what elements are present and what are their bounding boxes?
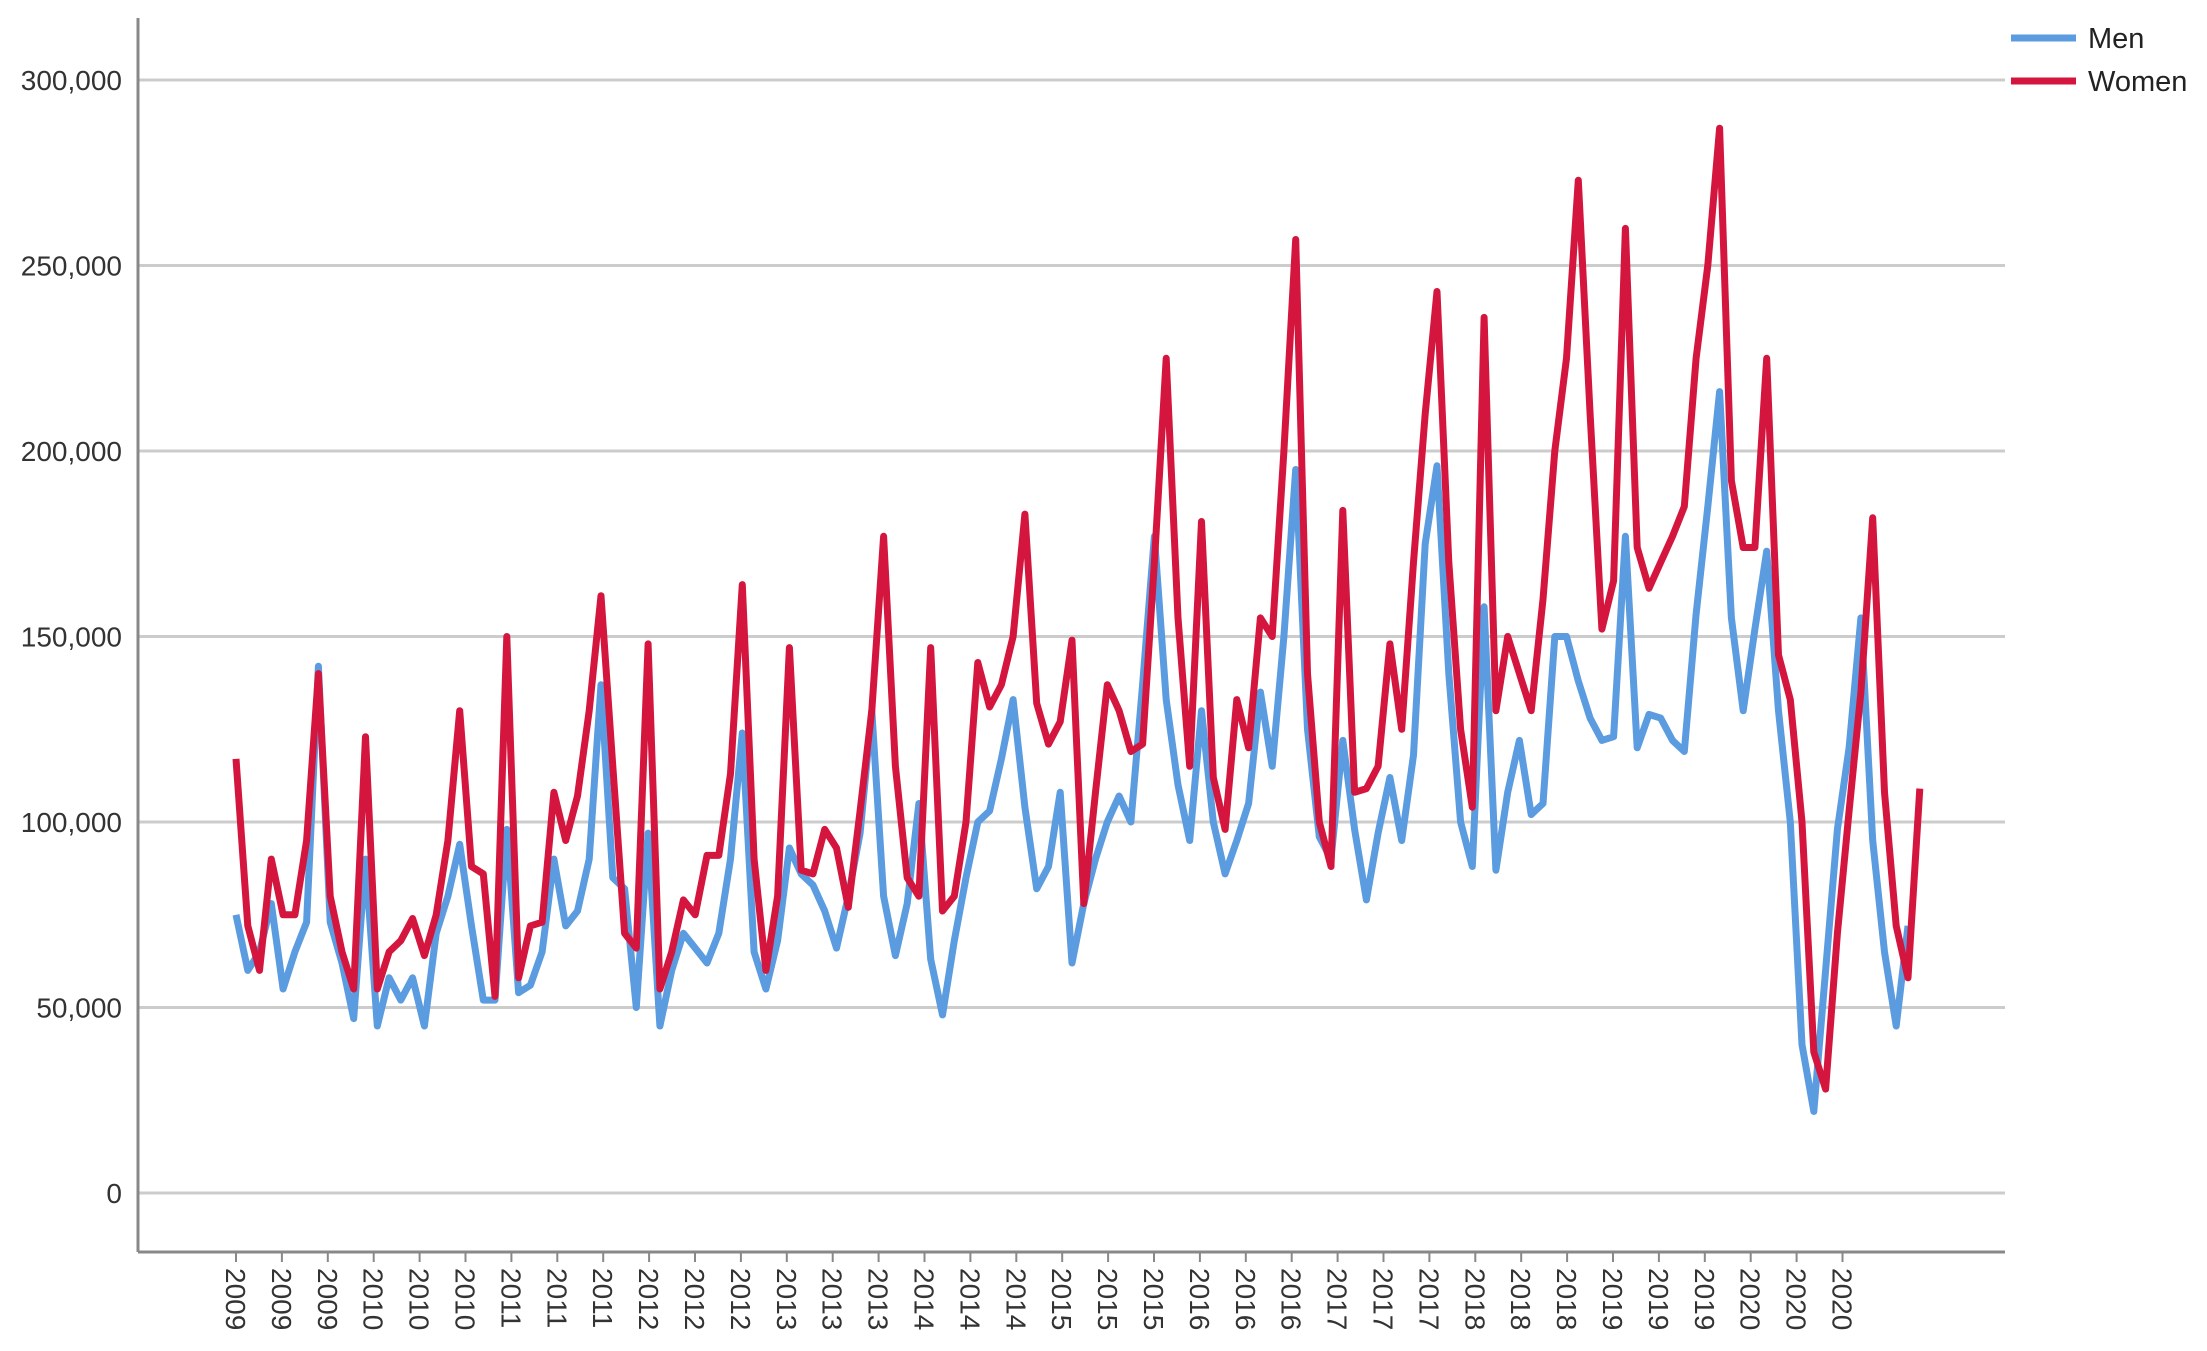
x-tick-label: 2016 (1276, 1268, 1307, 1330)
x-tick-label: 2018 (1551, 1268, 1582, 1330)
x-tick-label: 2014 (909, 1268, 940, 1330)
x-tick-label: 2016 (1230, 1268, 1261, 1330)
x-tick-label: 2012 (633, 1268, 664, 1330)
x-tick-label: 2019 (1689, 1268, 1720, 1330)
x-tick-label: 2016 (1184, 1268, 1215, 1330)
legend-item-men: Men (2011, 23, 2144, 55)
x-tick-label: 2017 (1368, 1268, 1399, 1330)
x-tick-label: 2018 (1459, 1268, 1490, 1330)
x-tick-label: 2009 (312, 1268, 343, 1330)
x-tick-label: 2012 (679, 1268, 710, 1330)
x-tick-label: 2019 (1597, 1268, 1628, 1330)
y-axis-tick-labels: 0 50,000 100,000 150,000 200,000 250,000 300,0… (21, 65, 122, 1209)
y-tick-label: 100,000 (21, 807, 122, 838)
series-line-men (232, 388, 1912, 1115)
x-tick-label: 2010 (450, 1268, 481, 1330)
x-tick-label: 2019 (1643, 1268, 1674, 1330)
y-tick-label: 0 (106, 1178, 122, 1209)
x-tick-label: 2014 (954, 1268, 985, 1330)
x-tick-label: 2020 (1781, 1268, 1812, 1330)
y-tick-label: 300,000 (21, 65, 122, 96)
x-tick-label: 2010 (358, 1268, 389, 1330)
x-tick-label: 2020 (1827, 1268, 1858, 1330)
x-tick-label: 2013 (817, 1268, 848, 1330)
x-tick-label: 2011 (495, 1268, 526, 1328)
y-tick-label: 50,000 (36, 993, 122, 1024)
x-tick-label: 2010 (404, 1268, 435, 1330)
series-lines (232, 124, 1924, 1115)
x-tick-label: 2014 (1000, 1268, 1031, 1330)
x-tick-label: 2012 (725, 1268, 756, 1330)
x-tick-label: 2009 (266, 1268, 297, 1330)
y-tick-label: 200,000 (21, 436, 122, 467)
x-tick-label: 2020 (1735, 1268, 1766, 1330)
x-tick-label: 2017 (1322, 1268, 1353, 1330)
legend: Men Women (2011, 23, 2187, 98)
y-tick-label: 150,000 (21, 622, 122, 653)
x-tick-label: 2013 (771, 1268, 802, 1330)
x-tick-label: 2018 (1505, 1268, 1536, 1330)
x-tick-label: 2015 (1046, 1268, 1077, 1330)
x-tick-label: 2017 (1413, 1268, 1444, 1330)
legend-label-men: Men (2088, 23, 2144, 55)
x-tick-label: 2015 (1138, 1268, 1169, 1330)
x-tick-label: 2013 (863, 1268, 894, 1330)
y-tick-label: 250,000 (21, 251, 122, 282)
x-tick-label: 2011 (541, 1268, 572, 1328)
x-tick-label: 2015 (1092, 1268, 1123, 1330)
series-line-women (232, 124, 1924, 1093)
x-axis-tick-labels: 2009 2009 2009 2010 2010 2010 2011 2011 2011 2012… (220, 1268, 1858, 1330)
x-tick-label: 2011 (587, 1268, 618, 1328)
legend-item-women: Women (2011, 66, 2187, 98)
x-axis-tick-marks (235, 1252, 1844, 1262)
x-tick-label: 2009 (220, 1268, 251, 1330)
legend-label-women: Women (2088, 66, 2187, 98)
